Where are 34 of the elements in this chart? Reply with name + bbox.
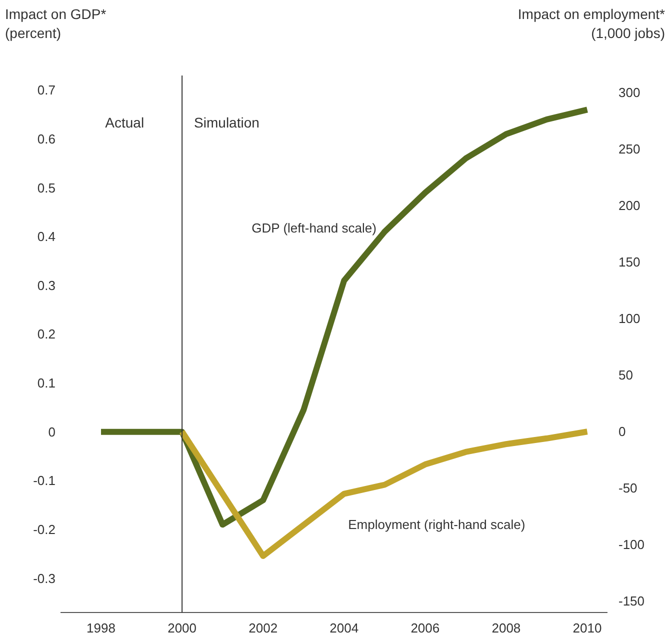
- y2-tick-label: -150: [618, 594, 645, 609]
- x-tick-label: 2010: [572, 620, 602, 635]
- x-tick-label: 1998: [86, 620, 116, 635]
- y-tick-label: 0: [48, 424, 56, 440]
- y2-axis-title: Impact on employment* (1,000 jobs): [518, 5, 665, 43]
- series-label: GDP (left-hand scale): [252, 220, 376, 236]
- y-tick-label: 0.1: [37, 376, 56, 391]
- y-tick-label: -0.2: [33, 522, 56, 538]
- x-tick-label: 2000: [168, 620, 197, 635]
- y-tick-label: 0.6: [37, 131, 56, 146]
- y2-tick-label: 200: [618, 198, 640, 214]
- x-tick-label: 2004: [330, 620, 359, 635]
- y-tick-label: -0.3: [33, 570, 56, 586]
- y-tick-label: -0.1: [33, 473, 56, 488]
- y-axis-title: Impact on GDP* (percent): [5, 5, 106, 43]
- y2-tick-label: -50: [618, 480, 638, 496]
- y-tick-label: 0.4: [37, 229, 56, 244]
- y-tick-label: 0.7: [37, 82, 56, 98]
- y2-tick-label: 100: [618, 311, 640, 326]
- y2-tick-label: -100: [618, 537, 645, 552]
- y2-tick-label: 300: [618, 84, 640, 100]
- y2-tick-label: 150: [618, 254, 640, 270]
- series-label: Employment (right-hand scale): [348, 516, 526, 532]
- annotation: Simulation: [194, 114, 260, 130]
- x-tick-label: 2008: [492, 620, 521, 635]
- y-tick-label: 0.5: [37, 180, 56, 196]
- annotation: Actual: [105, 114, 144, 130]
- y2-tick-label: 50: [618, 368, 633, 383]
- y2-tick-label: 250: [618, 141, 640, 156]
- x-tick-label: 2002: [248, 620, 278, 635]
- y-tick-label: 0.2: [37, 326, 56, 342]
- y-tick-label: 0.3: [37, 278, 56, 293]
- x-tick-label: 2006: [410, 620, 440, 635]
- y2-tick-label: 0: [618, 424, 626, 440]
